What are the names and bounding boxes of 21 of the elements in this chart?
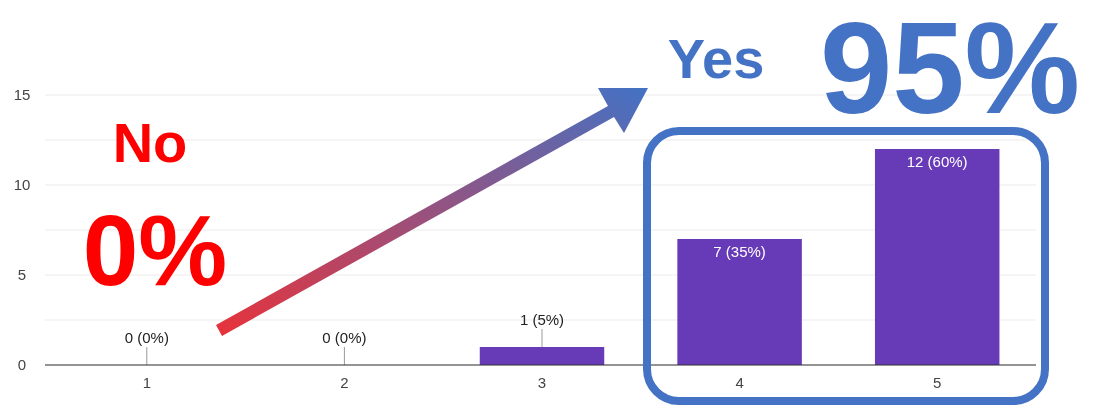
x-tick-label: 3	[537, 374, 547, 391]
annotation: 95%	[819, 0, 1081, 141]
x-tick-label: 1	[142, 374, 151, 391]
data-label: 7 (35%)	[713, 243, 766, 260]
data-label: 0 (0%)	[322, 329, 367, 346]
annotation: 0%	[82, 194, 228, 306]
y-tick-label: 15	[13, 86, 31, 103]
bar	[677, 239, 802, 365]
bar	[479, 347, 605, 365]
x-tick-label: 5	[933, 374, 942, 391]
x-tick-label: 2	[340, 374, 349, 391]
y-tick-label: 0	[17, 356, 27, 373]
annotation: No	[112, 111, 188, 174]
y-tick-label: 5	[17, 266, 27, 283]
y-tick-label: 10	[13, 176, 31, 193]
bar	[874, 149, 1000, 365]
text: Yes	[667, 27, 765, 90]
data-label: 12 (60%)	[906, 153, 968, 170]
data-label: 1 (5%)	[519, 311, 565, 328]
x-tick-label: 4	[735, 374, 744, 391]
data-label: 0 (0%)	[124, 329, 169, 346]
